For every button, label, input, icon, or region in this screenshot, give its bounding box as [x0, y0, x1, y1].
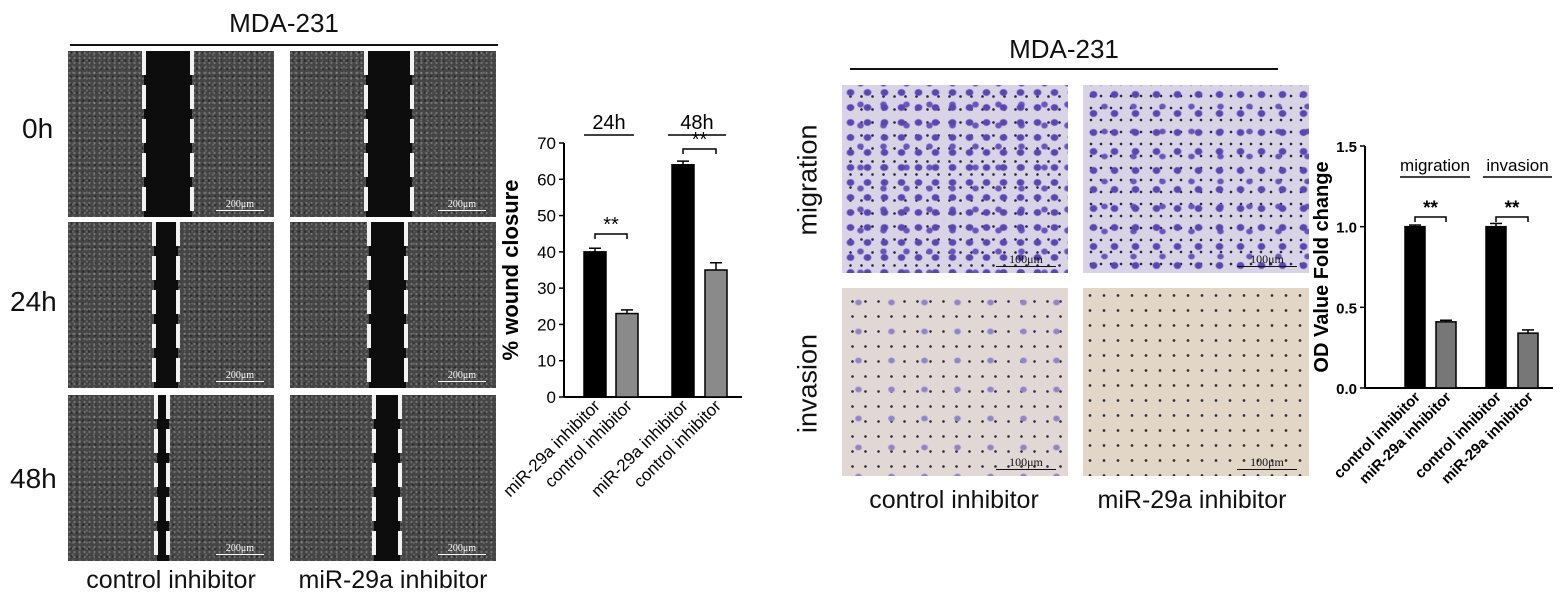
transwell-image-control-invasion: 100μm: [842, 288, 1068, 476]
wound-image-control-48h: 200μm: [68, 395, 274, 561]
y-tick-label: 0: [547, 388, 556, 407]
scale-bar: 100μm: [996, 253, 1056, 267]
significance-bracket: [1495, 216, 1529, 222]
transwell-header: MDA-231: [1009, 34, 1119, 64]
bar: [671, 164, 695, 398]
y-tick-label: 50: [537, 207, 556, 226]
row-label-0h: 0h: [22, 113, 54, 144]
scale-bar: 100μm: [1237, 456, 1297, 470]
wound-header: MDA-231: [229, 8, 339, 38]
significance-bracket: [594, 233, 628, 239]
group-label: 48h: [680, 112, 713, 134]
bar: [1517, 332, 1539, 389]
od-value-chart: 0.00.51.01.5OD Value Fold changecontrol …: [1311, 139, 1553, 487]
bar: [704, 269, 728, 398]
y-tick-label: 0.5: [1336, 300, 1357, 317]
scale-bar: 200μm: [216, 370, 264, 382]
y-tick-label: 0.0: [1336, 381, 1357, 398]
group-label: 24h: [592, 112, 625, 134]
significance-marker: **: [603, 214, 619, 236]
column-label-mir29a: miR-29a inhibitor: [298, 566, 488, 594]
y-tick-label: 60: [537, 170, 556, 189]
wound-image-mir29a-24h: 200μm: [290, 222, 496, 388]
scale-bar: 200μm: [216, 199, 264, 211]
bar: [1404, 225, 1426, 389]
significance-bracket: [682, 148, 717, 154]
row-label-24h: 24h: [10, 286, 57, 317]
transwell-header-rule: [850, 68, 1278, 70]
scale-bar: 200μm: [438, 543, 486, 555]
significance-marker: **: [1423, 198, 1438, 219]
y-tick-label: 20: [537, 315, 556, 334]
wound-image-control-24h: 200μm: [68, 222, 274, 388]
bar: [1485, 225, 1507, 389]
y-tick-label: 1.0: [1336, 220, 1357, 237]
bar: [615, 312, 639, 398]
scale-bar: 200μm: [438, 199, 486, 211]
wound-image-control-0h: 200μm: [68, 51, 274, 217]
transwell-image-control-migration: 100μm: [842, 85, 1068, 273]
y-tick-label: 1.5: [1336, 139, 1357, 156]
row-label-invasion: invasion: [792, 333, 823, 434]
column-label-mir29a-transwell: miR-29a inhibitor: [1097, 486, 1287, 514]
row-label-migration: migration: [792, 124, 823, 236]
column-label-control-transwell: control inhibitor: [869, 486, 1039, 514]
bar: [1435, 321, 1457, 389]
significance-marker: **: [1505, 198, 1520, 219]
y-tick-label: 40: [537, 243, 556, 262]
row-label-48h: 48h: [10, 463, 57, 494]
group-label: migration: [1400, 156, 1470, 175]
wound-image-mir29a-48h: 200μm: [290, 395, 496, 561]
bar: [583, 251, 607, 398]
scale-bar: 200μm: [438, 370, 486, 382]
y-axis-label: % wound closure: [498, 180, 523, 361]
scale-bar: 100μm: [996, 456, 1056, 470]
column-label-control: control inhibitor: [86, 566, 256, 594]
group-label: invasion: [1486, 156, 1548, 175]
transwell-image-mir29a-invasion: 100μm: [1083, 288, 1309, 476]
wound-header-rule: [70, 44, 498, 46]
y-tick-label: 30: [537, 279, 556, 298]
scale-bar: 100μm: [1237, 253, 1297, 267]
significance-bracket: [1414, 216, 1447, 222]
y-tick-label: 70: [537, 134, 556, 153]
y-axis-label: OD Value Fold change: [1311, 161, 1333, 372]
wound-image-mir29a-0h: 200μm: [290, 51, 496, 217]
transwell-image-mir29a-migration: 100μm: [1083, 85, 1309, 273]
scale-bar: 200μm: [216, 543, 264, 555]
y-tick-label: 10: [537, 352, 556, 371]
